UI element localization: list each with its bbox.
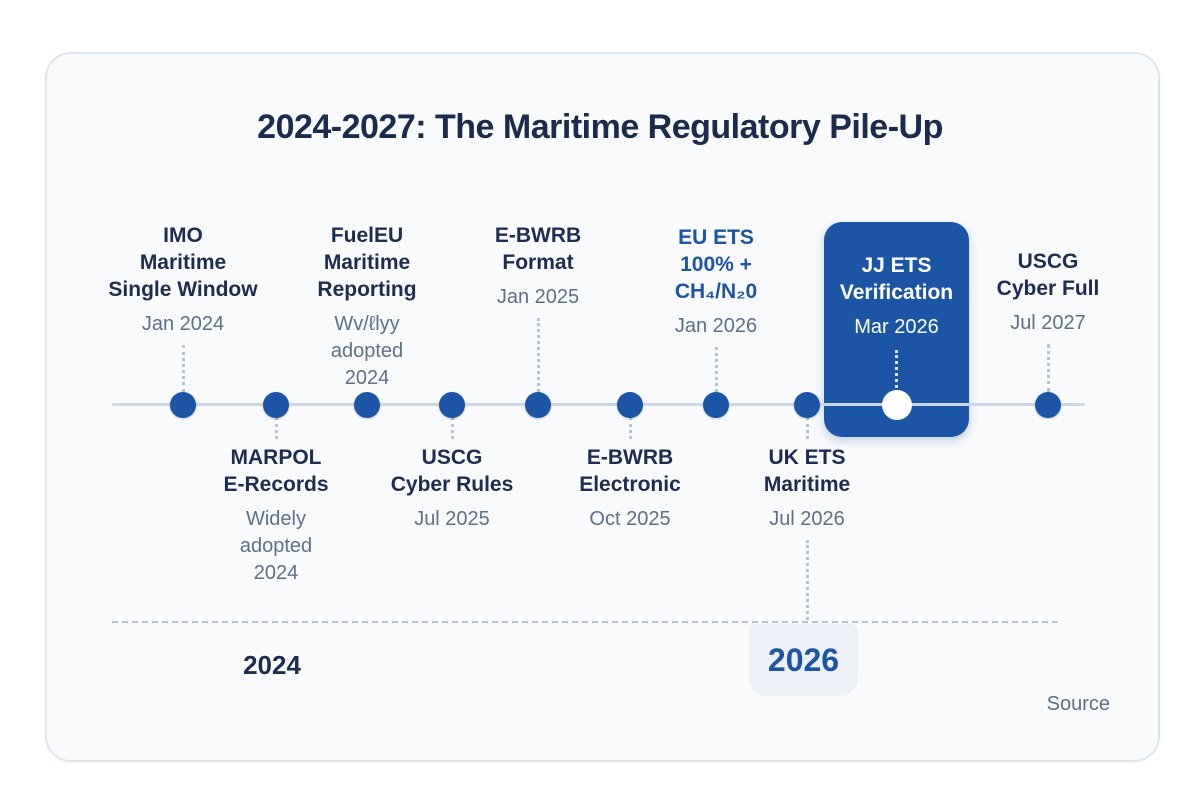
dotted-connector xyxy=(450,417,454,439)
timeline-event-uscg-cyber-rules: USCG Cyber Rules Jul 2025 xyxy=(362,417,542,533)
event-name-line: Maritime xyxy=(763,473,851,496)
event-name-line: Cyber Full xyxy=(996,277,1100,300)
event-detail-line: adopted xyxy=(239,535,313,557)
timeline-event-uk-ets-maritime: UK ETS Maritime Jul 2026 xyxy=(717,417,897,620)
event-detail-line: 2024 xyxy=(344,367,390,389)
dotted-connector xyxy=(274,417,278,439)
event-name-line: 100% + xyxy=(680,253,752,276)
timeline-dot xyxy=(617,392,643,418)
dotted-connector xyxy=(714,347,718,392)
highlight-date: Mar 2026 xyxy=(854,316,939,338)
event-date: Jan 2025 xyxy=(496,286,580,308)
timeline-event-e-bwrb-electronic: E-BWRB Electronic Oct 2025 xyxy=(540,417,720,533)
dotted-connector xyxy=(805,540,809,620)
timeline-event-imo-maritime-single-window: IMO Maritime Single Window Jan 2024 xyxy=(93,222,273,392)
event-date: Jul 2027 xyxy=(1010,312,1086,334)
timeline-dot xyxy=(794,392,820,418)
timeline-event-uscg-cyber-full: USCG Cyber Full Jul 2027 xyxy=(958,248,1138,392)
dotted-connector xyxy=(181,345,185,392)
chart-title: 2024-2027: The Maritime Regulatory Pile-… xyxy=(257,108,943,146)
year-axis-dashed-line xyxy=(112,621,1058,623)
event-date: Jan 2024 xyxy=(141,313,225,335)
event-date: Jan 2026 xyxy=(674,315,758,337)
event-name-line: Maritime xyxy=(323,251,411,274)
timeline-dot xyxy=(1035,392,1061,418)
event-name-line: EU ETS xyxy=(678,226,754,249)
event-name-line: FuelEU xyxy=(330,224,404,247)
highlight-dot xyxy=(882,390,912,420)
dotted-connector xyxy=(1046,344,1050,392)
timeline-event-marpol-e-records: MARPOL E-Records Widely adopted 2024 xyxy=(186,417,366,587)
year-label-2024: 2024 xyxy=(243,650,301,680)
panel-card xyxy=(45,52,1160,762)
event-name-line: Reporting xyxy=(317,278,417,301)
timeline-event-eu-ets-100-ch4-n2o: EU ETS 100% + CH₄/N₂0 Jan 2026 xyxy=(626,224,806,392)
event-name-line: IMO xyxy=(163,224,203,247)
event-date: Jul 2026 xyxy=(769,508,845,530)
event-name-line: Format xyxy=(502,251,574,274)
timeline-dot xyxy=(525,392,551,418)
timeline-event-fueleu-maritime-reporting: FuelEU Maritime Reporting Wv/ℓlyy adopted 202… xyxy=(277,222,457,392)
event-detail-line: adopted xyxy=(330,340,404,362)
timeline-axis-line xyxy=(112,403,1085,406)
source-caption: Source xyxy=(1046,693,1110,715)
timeline-event-e-bwrb-format: E-BWRB Format Jan 2025 xyxy=(448,222,628,392)
year-badge-2026: 2026 xyxy=(749,624,858,696)
event-date: Jul 2025 xyxy=(414,508,490,530)
dotted-connector xyxy=(536,318,540,392)
timeline-dot xyxy=(263,392,289,418)
dotted-connector-white xyxy=(895,350,898,388)
event-name-line: UK ETS xyxy=(768,446,846,469)
timeline-dot xyxy=(703,392,729,418)
event-name-line: Electronic xyxy=(579,473,681,496)
event-detail-line: 2024 xyxy=(253,562,299,584)
event-date: Oct 2025 xyxy=(589,508,671,530)
highlight-name-line: Verification xyxy=(839,281,954,304)
event-detail-line: Widely xyxy=(245,508,306,530)
event-name-line: USCG xyxy=(421,446,483,469)
event-name-line: Cyber Rules xyxy=(390,473,514,496)
event-name-line: Single Window xyxy=(108,278,258,301)
dotted-connector xyxy=(805,417,809,439)
event-detail-line: Wv/ℓlyy xyxy=(334,313,400,335)
timeline-dot xyxy=(439,392,465,418)
timeline-dot xyxy=(354,392,380,418)
highlight-name-line: JJ ETS xyxy=(861,254,932,277)
dotted-connector xyxy=(628,417,632,439)
event-name-line: Maritime xyxy=(139,251,227,274)
event-name-line: MARPOL xyxy=(230,446,322,469)
event-name-line: CH₄/N₂0 xyxy=(674,280,758,303)
event-name-line: E-BWRB xyxy=(494,224,582,247)
event-name-line: E-BWRB xyxy=(586,446,674,469)
event-name-line: USCG xyxy=(1017,250,1079,273)
event-name-line: E-Records xyxy=(223,473,329,496)
timeline-dot xyxy=(170,392,196,418)
